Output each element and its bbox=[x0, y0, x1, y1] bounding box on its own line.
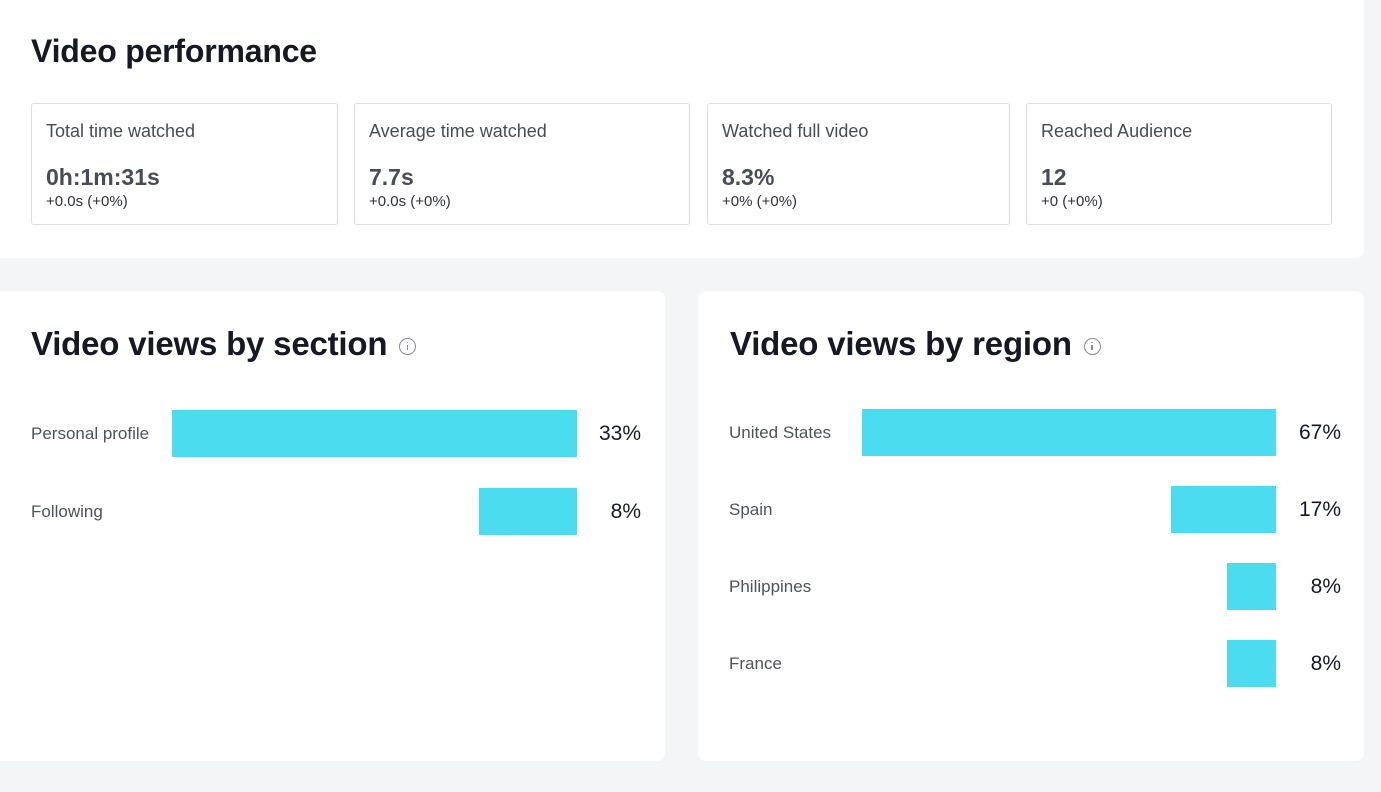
bar-label: Personal profile bbox=[31, 424, 150, 443]
bar-label: Following bbox=[31, 502, 103, 521]
bar[interactable] bbox=[1226, 640, 1276, 687]
bar-label: Spain bbox=[729, 500, 773, 519]
metric-delta: +0% (+0%) bbox=[722, 193, 798, 210]
bar[interactable] bbox=[1170, 486, 1276, 533]
section-title-row: Video views by section bbox=[31, 325, 417, 363]
metric-value: 12 bbox=[1041, 164, 1067, 190]
metric-average-time-watched[interactable]: Average time watched 7.7s +0.0s (+0%) bbox=[354, 103, 690, 225]
metric-watched-full-video[interactable]: Watched full video 8.3% +0% (+0%) bbox=[707, 103, 1010, 225]
bar-value-label: 8% bbox=[1310, 575, 1341, 598]
bar-row-france[interactable]: France 8% bbox=[698, 640, 1364, 687]
region-bar-chart: United States 67% Spain 17% Philippines 8% Fra… bbox=[698, 291, 1364, 761]
metric-delta: +0 (+0%) bbox=[1041, 193, 1103, 210]
metric-value: 8.3% bbox=[722, 164, 775, 190]
video-views-by-region-card: Video views by region United States 67% Sp… bbox=[698, 291, 1364, 761]
bar-row-united-states[interactable]: United States 67% bbox=[698, 409, 1364, 456]
bar[interactable] bbox=[1226, 563, 1276, 610]
metric-label: Total time watched bbox=[46, 121, 196, 141]
bar-value-label: 17% bbox=[1298, 498, 1341, 521]
bar-value-label: 67% bbox=[1298, 421, 1341, 444]
bar-row-following[interactable]: Following 8% bbox=[0, 488, 665, 535]
bar[interactable] bbox=[862, 409, 1276, 456]
metric-value: 0h:1m:31s bbox=[46, 164, 160, 190]
video-performance-card: Video performance Total time watched 0h:… bbox=[0, 0, 1364, 258]
metric-total-time-watched[interactable]: Total time watched 0h:1m:31s +0.0s (+0%) bbox=[31, 103, 338, 225]
video-views-by-section-title: Video views by section bbox=[31, 325, 388, 362]
bar-row-personal-profile[interactable]: Personal profile 33% bbox=[0, 410, 665, 457]
bar-value-label: 8% bbox=[1310, 652, 1341, 675]
metric-value: 7.7s bbox=[369, 164, 414, 190]
info-icon[interactable] bbox=[399, 337, 417, 355]
bar-value-label: 33% bbox=[598, 422, 641, 445]
metric-label: Watched full video bbox=[722, 121, 869, 141]
video-views-by-region-title: Video views by region bbox=[730, 325, 1072, 362]
region-title-row: Video views by region bbox=[730, 325, 1101, 363]
bar-label: Philippines bbox=[729, 577, 812, 596]
bar-value-label: 8% bbox=[610, 500, 641, 523]
bar-label: France bbox=[729, 654, 782, 673]
metric-delta: +0.0s (+0%) bbox=[369, 193, 451, 210]
bar[interactable] bbox=[478, 488, 577, 535]
metric-delta: +0.0s (+0%) bbox=[46, 193, 128, 210]
metric-label: Average time watched bbox=[369, 121, 547, 141]
bar-row-philippines[interactable]: Philippines 8% bbox=[698, 563, 1364, 610]
video-views-by-section-card: Video views by section Personal profile 3… bbox=[0, 291, 665, 761]
info-icon[interactable] bbox=[1083, 337, 1101, 355]
bar-label: United States bbox=[729, 423, 832, 442]
section-bar-chart: Personal profile 33% Following 8% bbox=[0, 291, 665, 761]
bar-row-spain[interactable]: Spain 17% bbox=[698, 486, 1364, 533]
metric-label: Reached Audience bbox=[1041, 121, 1193, 141]
bar[interactable] bbox=[172, 410, 577, 457]
video-performance-title: Video performance bbox=[31, 33, 317, 69]
metric-reached-audience[interactable]: Reached Audience 12 +0 (+0%) bbox=[1026, 103, 1332, 225]
